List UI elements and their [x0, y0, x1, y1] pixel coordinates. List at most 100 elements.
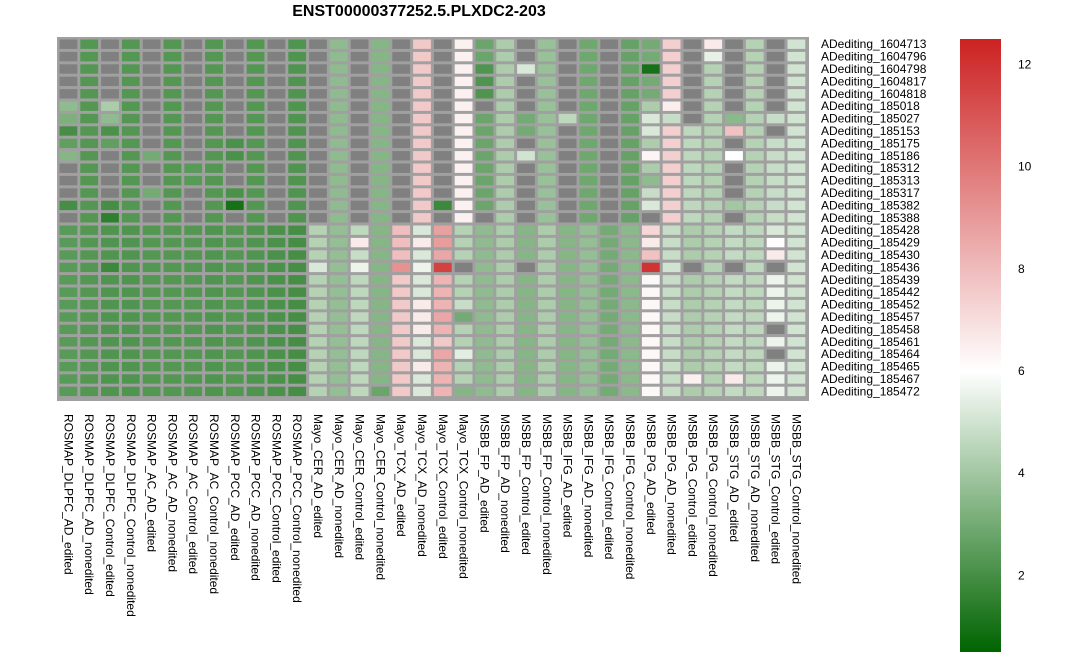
heatmap-cell — [163, 39, 182, 49]
heatmap-cell — [662, 126, 681, 136]
heatmap-cell — [413, 113, 431, 124]
heatmap-cell — [496, 287, 515, 297]
heatmap-cell — [184, 51, 203, 62]
heatmap-cell — [309, 287, 327, 297]
heatmap-cell — [184, 175, 203, 186]
heatmap-cell — [205, 299, 223, 310]
heatmap-cell — [184, 200, 203, 211]
heatmap-cell — [683, 361, 702, 372]
heatmap-cell — [683, 324, 702, 335]
heatmap-cell — [725, 163, 743, 173]
heatmap-cell — [558, 374, 577, 384]
heatmap-cell — [537, 213, 556, 223]
heatmap-cell — [496, 89, 515, 99]
heatmap-cell — [517, 175, 535, 186]
heatmap-cell — [163, 113, 182, 124]
heatmap-cell — [517, 151, 535, 161]
heatmap-cell — [641, 163, 660, 173]
row-label: ADediting_185430 — [821, 248, 920, 262]
heatmap-cell — [121, 89, 140, 99]
heatmap-cell — [350, 138, 369, 149]
heatmap-cell — [704, 76, 723, 87]
row-label: ADediting_185313 — [821, 174, 920, 188]
heatmap-cell — [392, 250, 411, 260]
heatmap-cell — [246, 188, 265, 198]
heatmap-cell — [662, 374, 681, 384]
heatmap-cell — [662, 386, 681, 397]
heatmap-cell — [163, 101, 182, 111]
heatmap-cell — [600, 337, 619, 347]
heatmap-cell — [59, 113, 78, 124]
heatmap-cell — [745, 76, 764, 87]
heatmap-cell — [184, 89, 203, 99]
heatmap-cell — [59, 262, 78, 273]
heatmap-cell — [579, 299, 598, 310]
heatmap-cell — [517, 51, 535, 62]
heatmap-cell — [267, 113, 286, 124]
heatmap-cell — [329, 250, 348, 260]
heatmap-cell — [766, 101, 785, 111]
heatmap-cell — [309, 51, 327, 62]
heatmap-cell — [579, 76, 598, 87]
heatmap-cell — [184, 151, 203, 161]
heatmap-cell — [101, 287, 119, 297]
heatmap-cell — [309, 337, 327, 347]
heatmap-cell — [350, 275, 369, 285]
heatmap-cell — [433, 324, 452, 335]
heatmap-cell — [205, 188, 223, 198]
heatmap-cell — [121, 126, 140, 136]
heatmap-cell — [246, 374, 265, 384]
heatmap-cell — [101, 361, 119, 372]
colorbar-tick-label: 2 — [1018, 568, 1025, 582]
heatmap-cell — [725, 386, 743, 397]
heatmap-cell — [142, 324, 161, 335]
heatmap-cell — [600, 262, 619, 273]
heatmap-cell — [766, 250, 785, 260]
heatmap-cell — [621, 386, 639, 397]
heatmap-cell — [745, 39, 764, 49]
heatmap-cell — [745, 299, 764, 310]
heatmap-cell — [101, 51, 119, 62]
heatmap-cell — [288, 324, 307, 335]
heatmap-cell — [621, 237, 639, 248]
heatmap-cell — [121, 76, 140, 87]
heatmap-cell — [600, 275, 619, 285]
heatmap-cell — [246, 76, 265, 87]
heatmap-cell — [413, 200, 431, 211]
heatmap-cell — [205, 163, 223, 173]
heatmap-cell — [205, 361, 223, 372]
heatmap-cell — [163, 89, 182, 99]
heatmap-cell — [641, 151, 660, 161]
heatmap-cell — [641, 113, 660, 124]
heatmap-cell — [101, 163, 119, 173]
heatmap-cell — [433, 237, 452, 248]
heatmap-cell — [558, 299, 577, 310]
heatmap-cell — [329, 275, 348, 285]
heatmap-cell — [267, 299, 286, 310]
heatmap-cell — [309, 312, 327, 322]
heatmap-cell — [184, 39, 203, 49]
heatmap-cell — [246, 275, 265, 285]
heatmap-cell — [787, 299, 806, 310]
heatmap-cell — [288, 151, 307, 161]
heatmap-cell — [475, 126, 494, 136]
heatmap-cell — [704, 361, 723, 372]
heatmap-cell — [413, 64, 431, 74]
heatmap-cell — [350, 126, 369, 136]
heatmap-cell — [267, 76, 286, 87]
heatmap-cell — [121, 213, 140, 223]
heatmap-cell — [704, 126, 723, 136]
heatmap-cells — [59, 39, 806, 397]
heatmap-cell — [350, 101, 369, 111]
heatmap-cell — [766, 237, 785, 248]
heatmap-cell — [579, 349, 598, 359]
heatmap-cell — [413, 163, 431, 173]
heatmap-cell — [121, 250, 140, 260]
heatmap-cell — [433, 126, 452, 136]
heatmap-cell — [475, 237, 494, 248]
heatmap-cell — [475, 299, 494, 310]
heatmap-cell — [496, 200, 515, 211]
column-labels: ROSMAP_DLPFC_AD_edited ROSMAP_DLPFC_AD_no… — [61, 414, 803, 617]
colorbar-tick-label: 4 — [1018, 466, 1025, 480]
heatmap-cell — [454, 101, 473, 111]
